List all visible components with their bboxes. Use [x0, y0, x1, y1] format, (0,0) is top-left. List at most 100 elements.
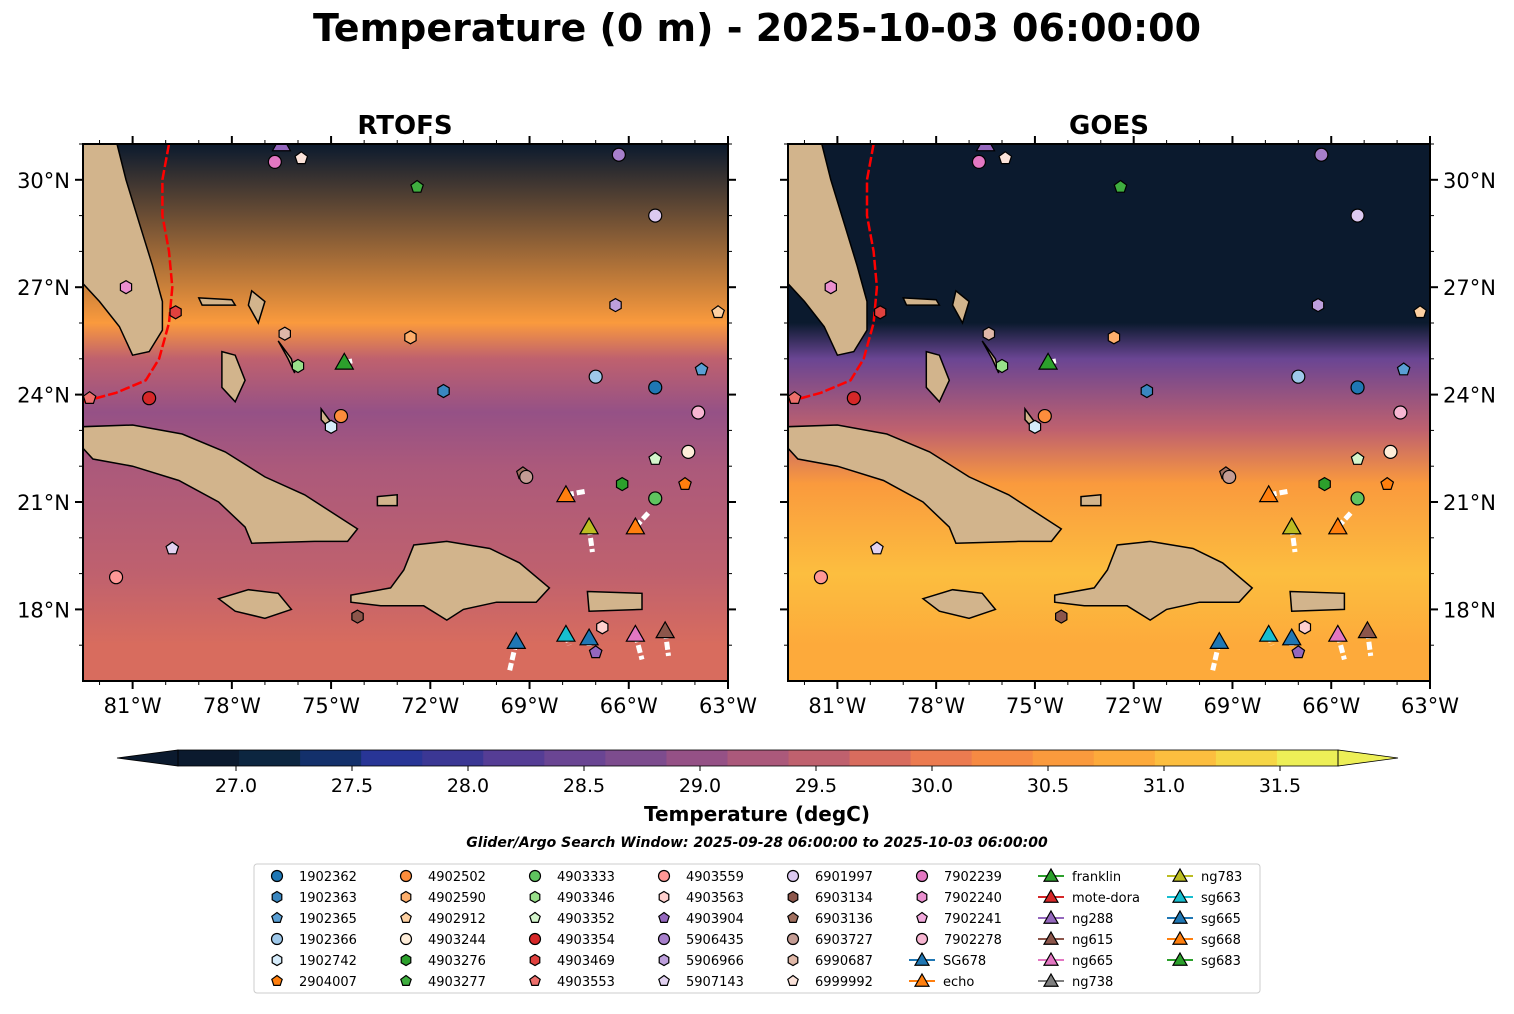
rtofs-land-layer [83, 144, 643, 621]
argo-float-7902240 [824, 280, 838, 295]
argo-float-6999992 [294, 151, 309, 165]
y-tick-label: 21°N [1443, 491, 1496, 515]
legend-marker [787, 911, 799, 924]
land-grandbahama [902, 297, 941, 306]
land-inagua [1080, 493, 1102, 507]
argo-float-4902912 [711, 305, 726, 319]
legend-entry-4902912: 4902912 [400, 911, 486, 927]
legend-marker [658, 911, 670, 924]
argo-float-5906435 [1314, 147, 1329, 162]
legend-entry-5907143: 5907143 [658, 974, 744, 990]
legend-marker [1042, 951, 1060, 966]
argo-float-4903904 [588, 645, 603, 659]
colorbar-swatch [1215, 750, 1278, 766]
argo-float-1902366 [1291, 369, 1306, 384]
legend-label: 1902362 [299, 870, 357, 885]
legend-marker [913, 972, 931, 987]
rtofs-overlay-layer [83, 144, 726, 671]
x-tick-label: 72°W [401, 694, 459, 718]
legend-label: 4903559 [686, 870, 744, 885]
y-tick-label: 24°N [1443, 384, 1496, 408]
glider-sg665 [1281, 627, 1302, 646]
glider-ng665 [625, 624, 646, 642]
legend-marker [271, 953, 283, 967]
legend-marker [658, 974, 670, 987]
figure-title: Temperature (0 m) - 2025-10-03 06:00:00 [313, 6, 1201, 50]
x-tick-label: 72°W [1105, 694, 1163, 718]
legend-entry-6903136: 6903136 [787, 911, 873, 927]
colorbar-frame [177, 749, 1339, 767]
legend-entry-SG678: SG678 [909, 951, 986, 969]
land-puertorico [586, 590, 643, 612]
argo-float-1902362 [648, 380, 663, 395]
x-tick-label: 81°W [808, 694, 866, 718]
glider-echo [1258, 484, 1279, 503]
legend-marker [916, 890, 928, 904]
land-abaco [247, 289, 266, 325]
colorbar-extend-low [116, 749, 179, 767]
legend-entry-6903727: 6903727 [786, 932, 873, 948]
argo-float-5906966 [1311, 297, 1325, 313]
goes-overlay-layer [788, 144, 1428, 671]
argo-float-7902240 [119, 280, 133, 295]
colorbar-swatches [116, 749, 1399, 767]
legend-entry-7902241: 7902241 [916, 911, 1002, 927]
legend-entry-4903333: 4903333 [528, 869, 615, 885]
argo-float-6903727 [519, 469, 534, 485]
legend-entry-sg663: sg663 [1167, 888, 1241, 906]
argo-float-7902239 [971, 154, 987, 169]
x-tick-label: 78°W [203, 694, 261, 718]
colorbar-swatch [178, 750, 240, 766]
y-tick-label: 18°N [17, 598, 70, 622]
legend-marker [399, 932, 413, 946]
legend-label: 4903563 [686, 891, 744, 906]
legend-entry-4903354: 4903354 [528, 932, 615, 948]
legend-label: 7902241 [944, 912, 1002, 927]
glider-SG678 [1209, 631, 1230, 649]
y-tick-label: 21°N [17, 491, 70, 515]
argo-float-1902742 [324, 419, 338, 434]
glider-ng288 [975, 144, 996, 152]
colorbar-swatch [971, 750, 1034, 766]
glider-ng783 [1281, 516, 1302, 535]
glider-ng665 [1327, 624, 1348, 642]
y-tick-label: 30°N [17, 169, 70, 193]
legend-label: 6990687 [815, 954, 873, 969]
legend-entry-sg665: sg665 [1167, 909, 1241, 927]
argo-float-2904007 [1380, 476, 1395, 490]
legend-entry-ng783: ng783 [1167, 867, 1242, 885]
argo-float-4903346 [995, 358, 1009, 374]
colorbar-tick-label: 30.0 [911, 775, 953, 797]
legend-label: sg665 [1201, 912, 1241, 927]
legend-entry-5906966: 5906966 [658, 953, 744, 969]
colorbar-swatch [1276, 750, 1339, 766]
legend-label: ng288 [1072, 912, 1113, 927]
gulf-stream-front [83, 144, 174, 404]
legend-entry-5906435: 5906435 [657, 932, 744, 948]
legend-marker [400, 953, 412, 967]
legend-entry-4902502: 4902502 [399, 869, 486, 885]
colorbar-swatch [544, 750, 606, 766]
legend-entry-ng665: ng665 [1038, 951, 1113, 969]
argo-float-1902365 [1396, 362, 1411, 376]
argo-float-2904007 [678, 476, 692, 490]
colorbar-label: Temperature (degC) [644, 802, 870, 826]
rtofs-map-frame [82, 143, 729, 682]
colorbar-swatch [1093, 750, 1156, 766]
legend-marker [1042, 972, 1060, 987]
legend-entry-mote-dora: mote-dora [1038, 888, 1140, 906]
argo-float-4902590 [1107, 330, 1121, 345]
glider-sg663 [555, 624, 576, 642]
legend-marker [915, 869, 929, 883]
legend-entry-1902366: 1902366 [270, 932, 357, 948]
land-inagua [376, 493, 398, 507]
argo-float-4902502 [1037, 408, 1052, 424]
legend-marker [529, 890, 541, 904]
argo-float-6999992 [998, 151, 1013, 165]
legend-entry-franklin: franklin [1038, 867, 1121, 885]
glider-sg668 [625, 516, 646, 535]
argo-float-4903469 [873, 305, 887, 320]
legend-entry-echo: echo [909, 972, 974, 990]
argo-float-4903354 [846, 391, 861, 406]
x-tick-label: 78°W [907, 694, 965, 718]
